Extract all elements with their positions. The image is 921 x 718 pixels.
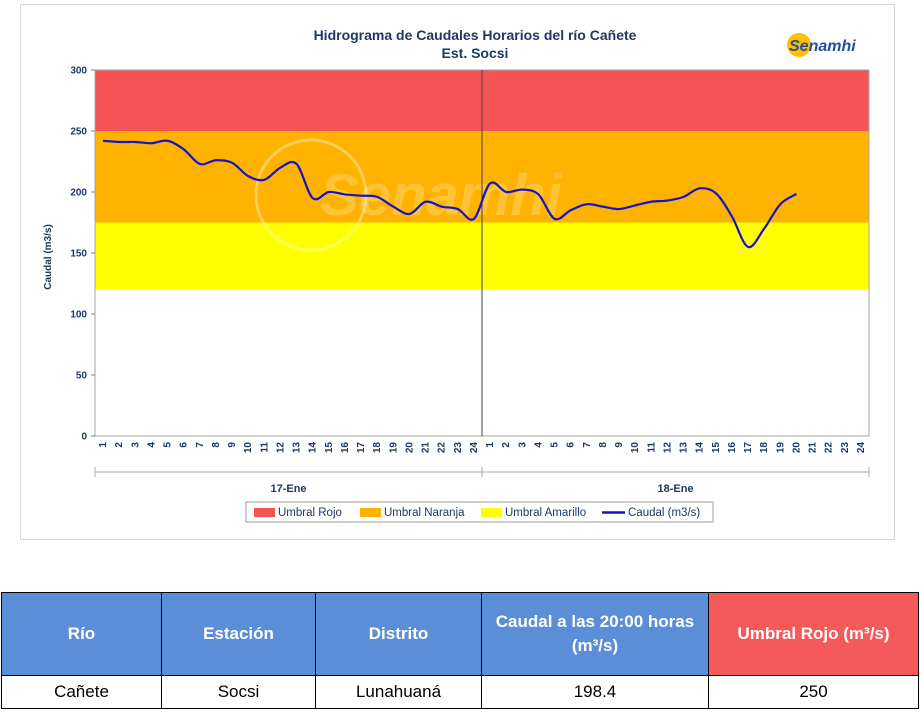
legend: Umbral Rojo Umbral Naranja Umbral Amarillo… (245, 501, 714, 523)
x-tick-label: 1 (98, 442, 109, 448)
cell-rio: Cañete (1, 675, 162, 709)
cell-umbral-rojo: 250 (708, 675, 919, 709)
y-tick-label: 200 (70, 188, 87, 199)
table-header-row: Río Estación Distrito Caudal a las 20:00… (1, 592, 919, 676)
legend-swatch (360, 508, 381, 517)
date-group-label: 17-Ene (270, 483, 306, 495)
table-row: Cañete Socsi Lunahuaná 198.4 250 (1, 675, 919, 709)
legend-swatch (254, 508, 275, 517)
x-tick-label: 21 (421, 442, 432, 454)
hydrograph-svg: Hidrograma de Caudales Horarios del río … (43, 27, 870, 523)
legend-label: Umbral Rojo (278, 507, 342, 519)
chart-title: Hidrograma de Caudales Horarios del río … (314, 27, 637, 43)
y-axis-label: Caudal (m3/s) (43, 224, 54, 290)
x-tick-label: 24 (856, 442, 867, 454)
x-tick-label: 5 (550, 442, 561, 448)
x-tick-label: 10 (243, 442, 254, 454)
x-tick-label: 20 (791, 442, 802, 454)
x-tick-label: 20 (404, 442, 415, 454)
cell-estacion: Socsi (161, 675, 316, 709)
x-tick-label: 7 (195, 442, 206, 448)
x-tick-label: 23 (840, 442, 851, 454)
x-tick-label: 11 (646, 442, 657, 453)
cell-distrito: Lunahuaná (315, 675, 482, 709)
y-tick-label: 0 (81, 432, 87, 443)
series-line-caudal (102, 139, 798, 249)
chart-subtitle: Est. Socsi (442, 45, 509, 61)
hydrograph-chart: Hidrograma de Caudales Horarios del río … (20, 4, 895, 540)
cell-caudal: 198.4 (481, 675, 709, 709)
y-tick-label: 50 (76, 371, 88, 382)
y-tick-label: 300 (70, 66, 87, 77)
x-tick-label: 21 (808, 442, 819, 454)
y-tick-label: 250 (70, 127, 87, 138)
x-tick-label: 22 (824, 442, 835, 454)
header-rio: Río (1, 592, 162, 676)
x-tick-label: 17 (356, 442, 367, 454)
x-tick-label: 16 (340, 442, 351, 454)
x-tick-label: 3 (517, 442, 528, 448)
y-tick-label: 100 (70, 310, 87, 321)
logo-text: Senamhi (789, 38, 856, 55)
x-tick-label: 18 (759, 442, 770, 454)
x-tick-label: 6 (179, 442, 190, 448)
x-tick-label: 2 (501, 442, 512, 448)
header-distrito: Distrito (315, 592, 482, 676)
x-tick-label: 18 (372, 442, 383, 454)
x-tick-label: 23 (453, 442, 464, 454)
header-umbral-rojo: Umbral Rojo (m³/s) (708, 592, 919, 676)
date-group-label: 18-Ene (657, 483, 693, 495)
x-tick-label: 12 (275, 442, 286, 454)
x-tick-label: 13 (679, 442, 690, 454)
x-tick-label: 15 (711, 442, 722, 454)
x-tick-label: 19 (775, 442, 786, 454)
x-tick-label: 13 (292, 442, 303, 454)
x-tick-label: 9 (614, 442, 625, 448)
legend-swatch (481, 508, 502, 517)
x-tick-label: 12 (662, 442, 673, 454)
x-tick-label: 14 (695, 442, 706, 454)
header-caudal: Caudal a las 20:00 horas (m³/s) (481, 592, 709, 676)
x-tick-label: 6 (566, 442, 577, 448)
x-tick-label: 19 (388, 442, 399, 454)
x-tick-label: 8 (211, 442, 222, 448)
legend-label: Umbral Naranja (384, 507, 465, 519)
x-tick-label: 24 (469, 442, 480, 454)
x-tick-label: 8 (598, 442, 609, 448)
legend-label: Caudal (m3/s) (628, 507, 700, 519)
x-tick-label: 14 (308, 442, 319, 454)
x-tick-label: 7 (582, 442, 593, 448)
header-estacion: Estación (161, 592, 316, 676)
x-tick-label: 22 (437, 442, 448, 454)
legend-label: Umbral Amarillo (505, 507, 586, 519)
x-tick-label: 11 (259, 442, 270, 453)
x-tick-label: 4 (146, 442, 157, 448)
x-tick-label: 1 (485, 442, 496, 448)
x-tick-label: 9 (227, 442, 238, 448)
x-tick-label: 15 (324, 442, 335, 454)
x-tick-label: 2 (114, 442, 125, 448)
x-tick-label: 16 (727, 442, 738, 454)
x-tick-label: 5 (163, 442, 174, 448)
x-tick-label: 17 (743, 442, 754, 454)
senamhi-logo: Senamhi (787, 33, 856, 57)
x-tick-label: 4 (533, 442, 544, 448)
x-tick-label: 3 (130, 442, 141, 448)
x-tick-label: 10 (630, 442, 641, 454)
info-table: Río Estación Distrito Caudal a las 20:00… (1, 592, 919, 709)
y-tick-label: 150 (70, 249, 87, 260)
